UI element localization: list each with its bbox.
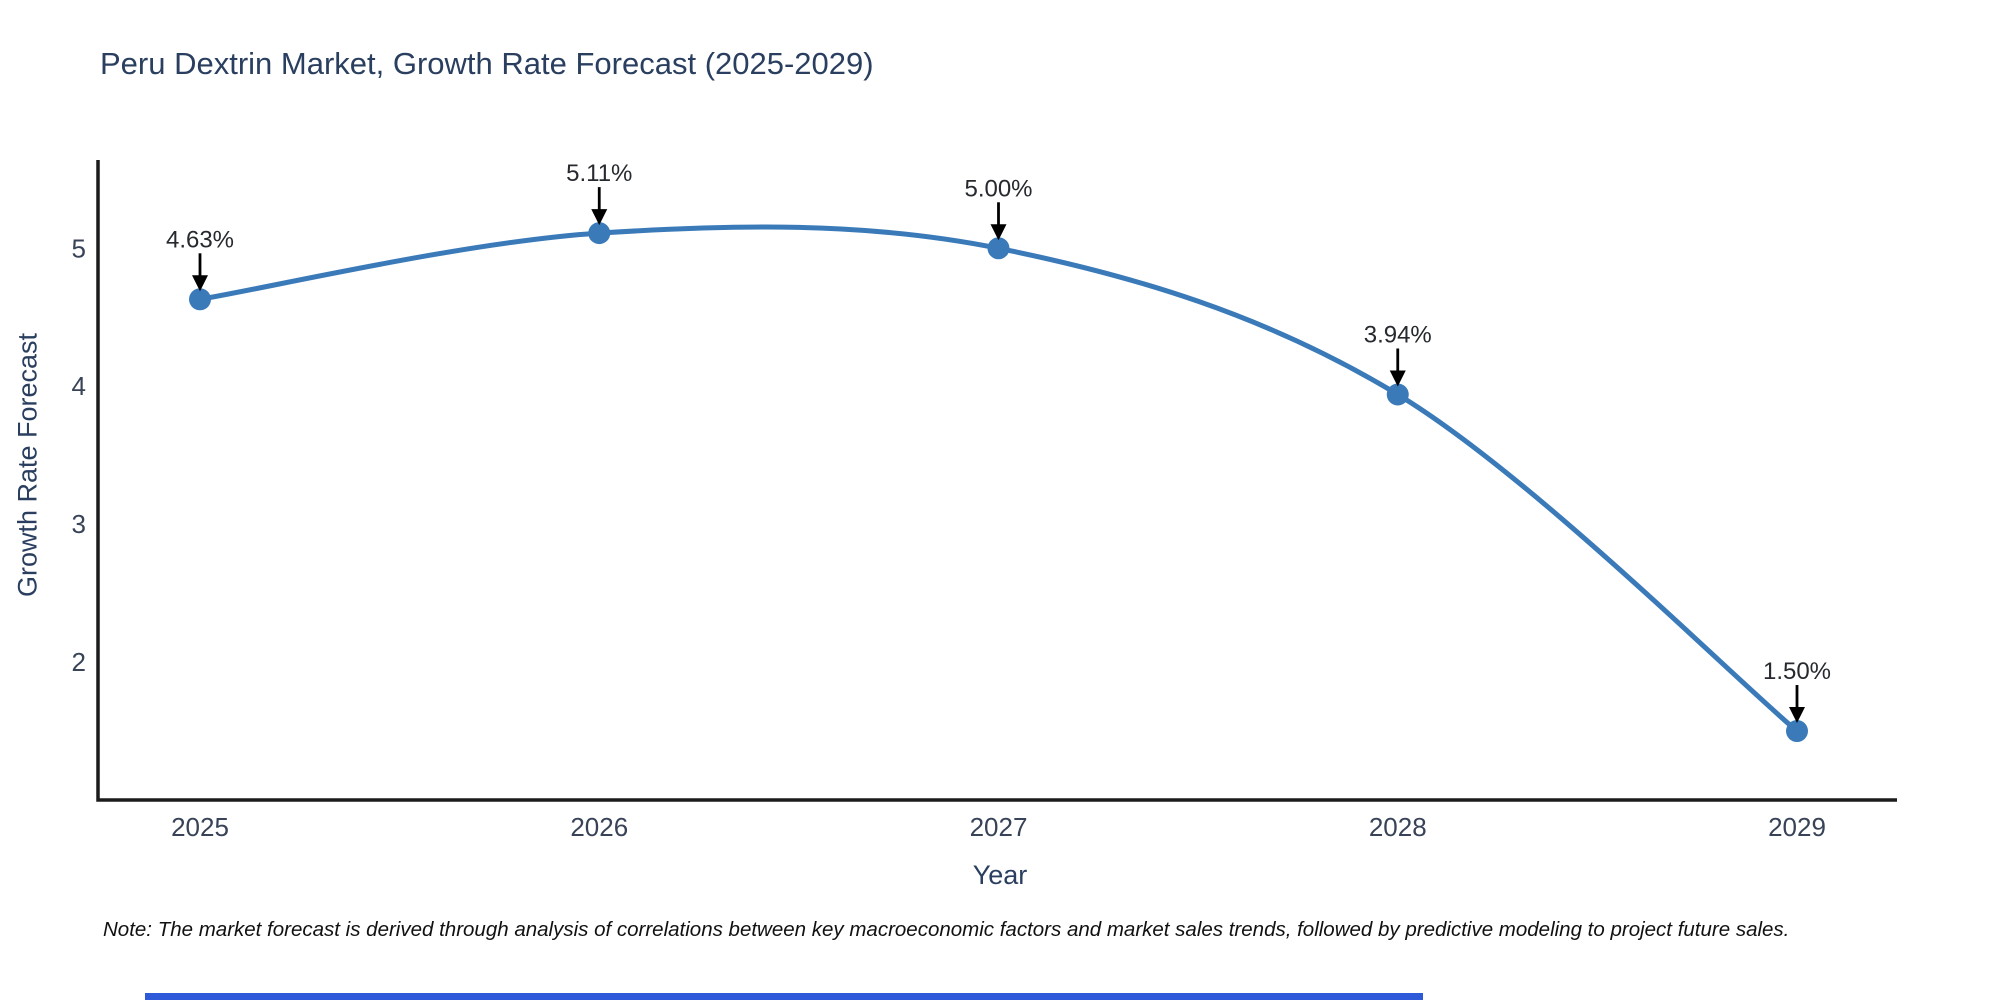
data-point-marker	[1386, 383, 1409, 406]
y-tick-label: 4	[72, 371, 86, 401]
annotation-label: 5.11%	[566, 160, 632, 187]
x-tick-label: 2029	[1768, 812, 1826, 842]
footnote: Note: The market forecast is derived thr…	[103, 918, 1790, 941]
data-point-marker	[1786, 720, 1808, 743]
x-tick-label: 2025	[171, 812, 229, 842]
annotation-label: 4.63%	[166, 226, 234, 253]
annotation-label: 1.50%	[1763, 658, 1831, 685]
annotation-arrowhead	[1389, 370, 1406, 387]
annotation-arrowhead	[1789, 707, 1805, 724]
annotation-arrowhead	[591, 209, 608, 226]
chart-title: Peru Dextrin Market, Growth Rate Forecas…	[100, 46, 874, 81]
footer-accent-bar	[145, 993, 1423, 1000]
annotation-label: 5.00%	[964, 175, 1032, 202]
y-tick-label: 3	[72, 509, 86, 539]
annotation-label: 3.94%	[1364, 321, 1432, 348]
x-tick-label: 2026	[570, 812, 628, 842]
axis-lines	[96, 160, 1897, 802]
trend-line	[197, 224, 1800, 734]
data-point-marker	[987, 237, 1010, 260]
x-axis-title: Year	[972, 860, 1028, 890]
annotation-arrowhead	[192, 275, 208, 292]
data-point-marker	[189, 288, 211, 311]
x-tick-label: 2027	[970, 812, 1028, 842]
annotation-arrowhead	[990, 224, 1007, 241]
y-tick-label: 2	[72, 647, 86, 677]
data-point-marker	[588, 222, 611, 245]
x-tick-label: 2028	[1369, 812, 1427, 842]
y-tick-label: 5	[72, 233, 86, 263]
